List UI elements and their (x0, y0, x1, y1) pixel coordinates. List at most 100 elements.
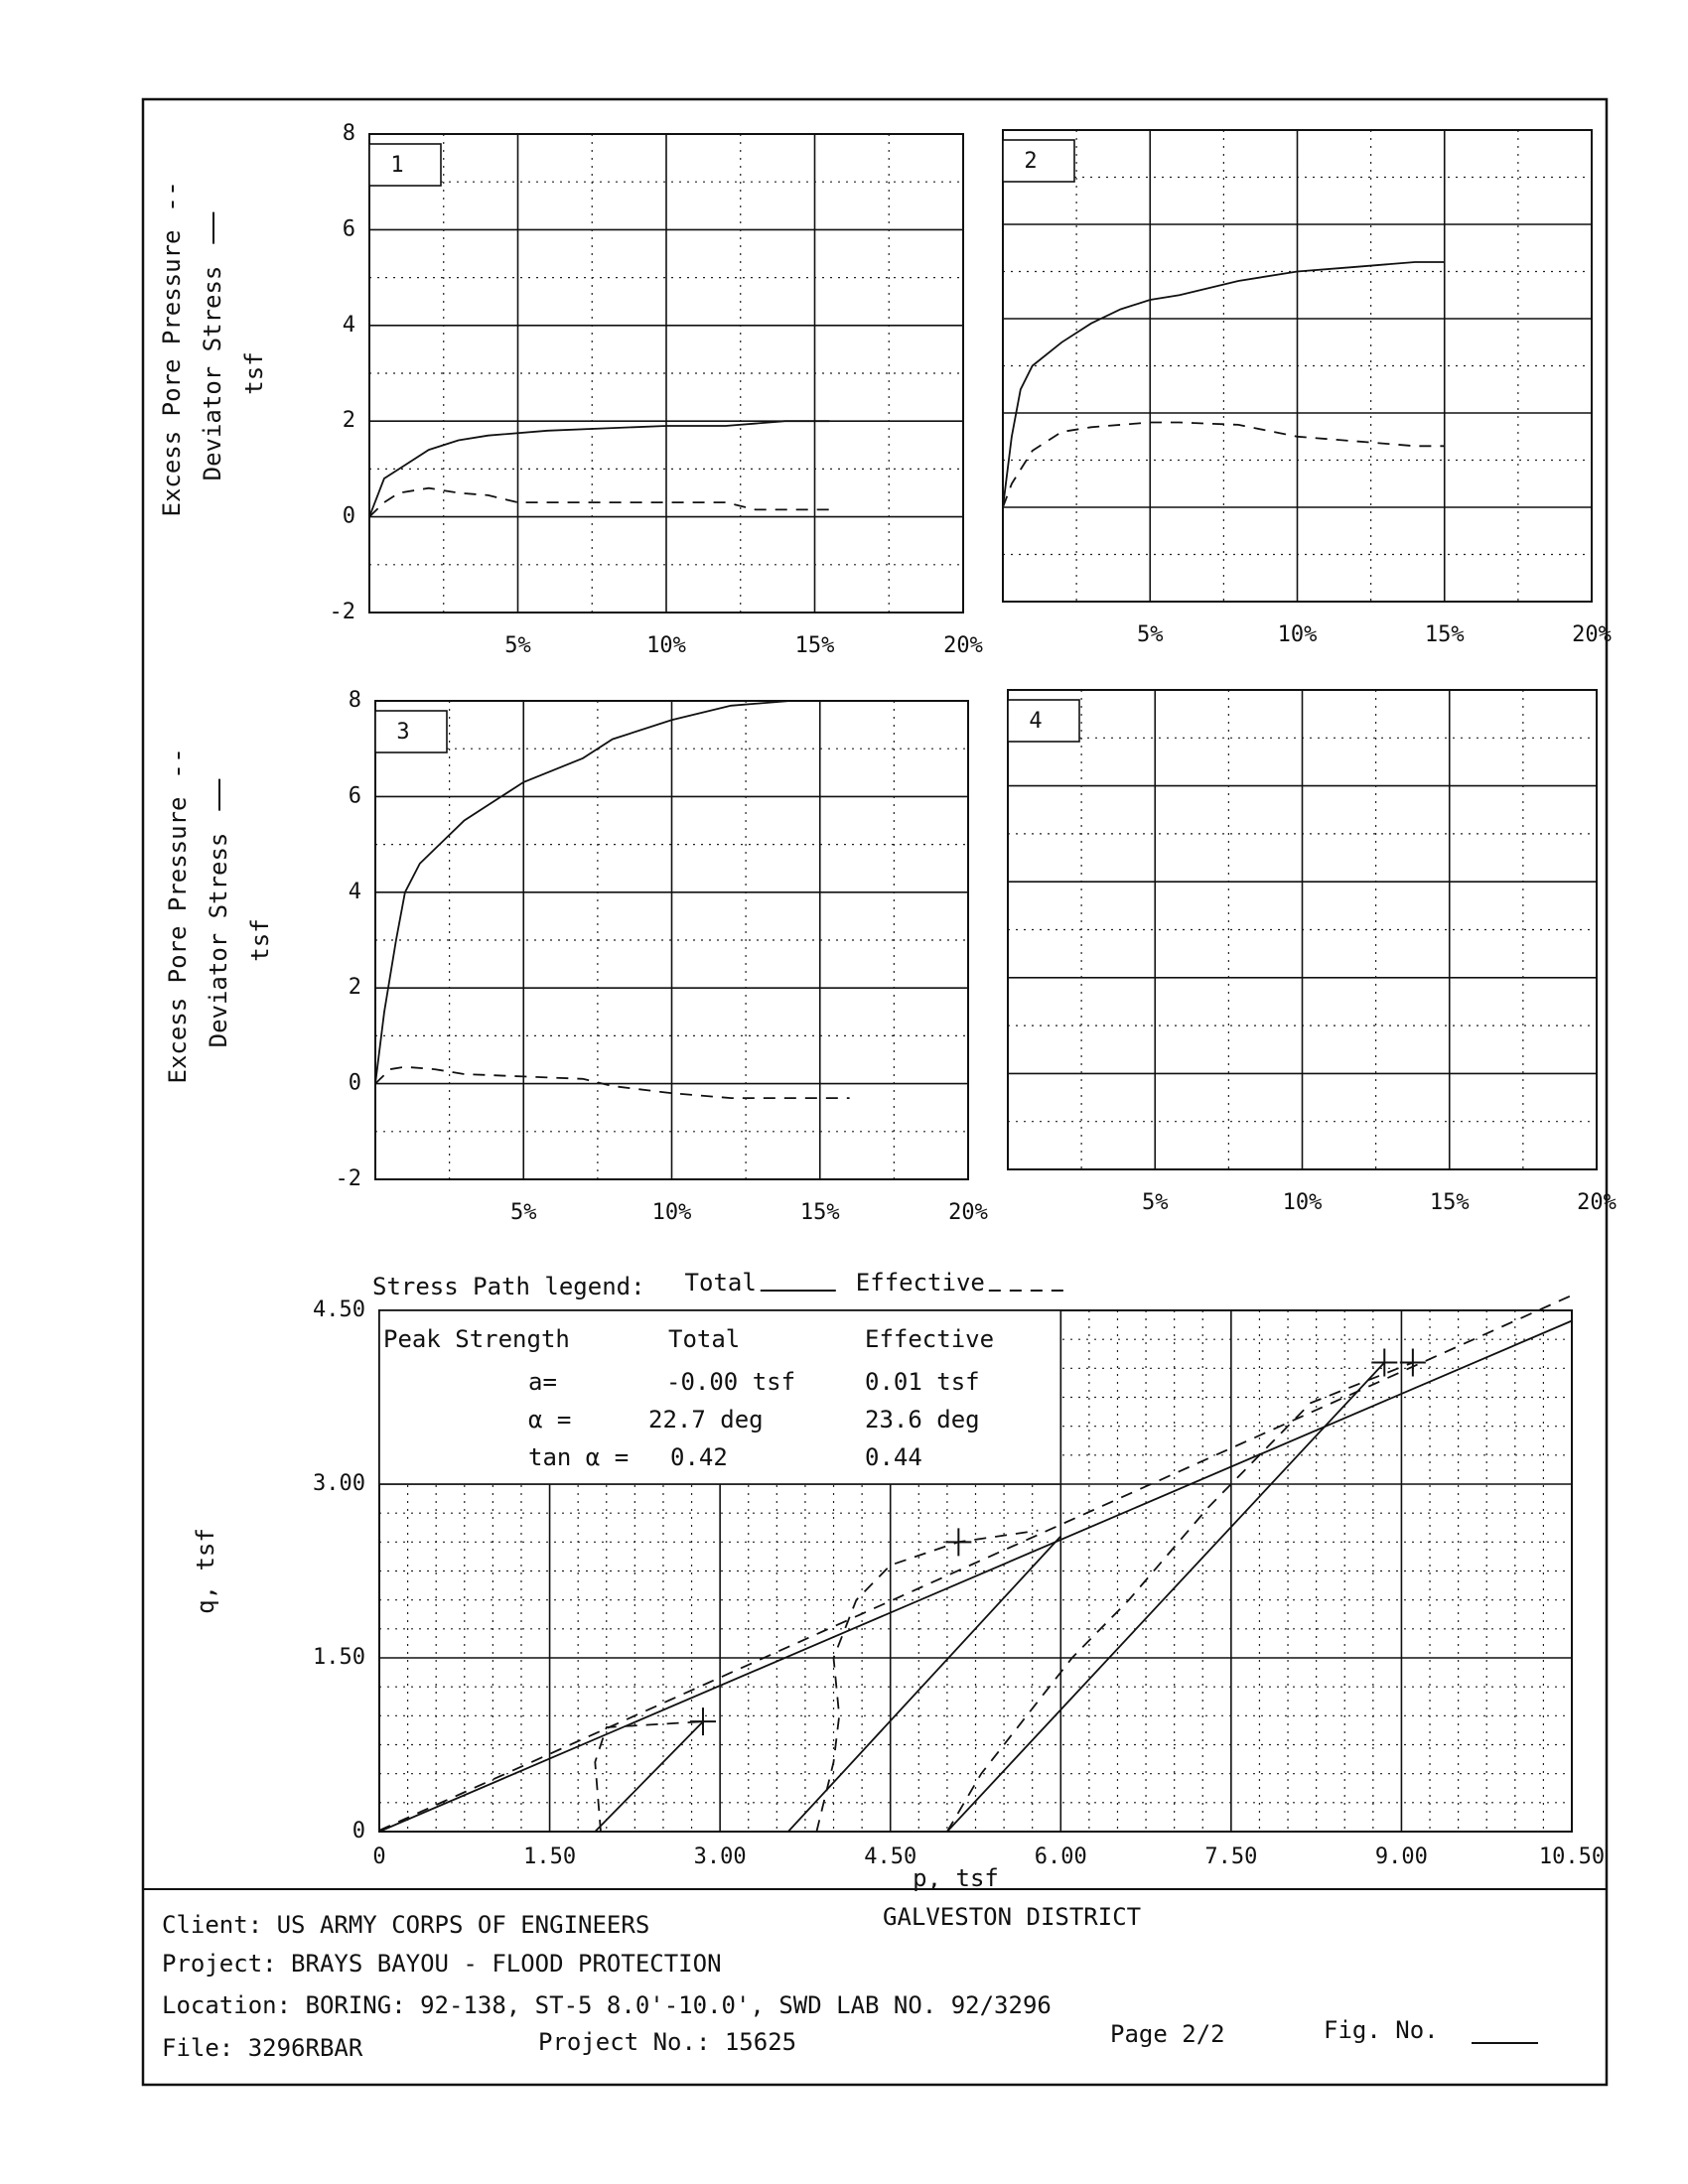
solid-line (787, 1535, 1061, 1833)
x-axis-label: p, tsf (913, 1864, 999, 1892)
panel-label-box (1007, 699, 1080, 743)
plot-frame (374, 700, 969, 1180)
y-tick-label: 4.50 (313, 1297, 365, 1322)
panel-label: 3 (396, 720, 409, 745)
file: File: 3296RBAR (162, 2034, 363, 2062)
panel-label: 2 (1024, 149, 1037, 174)
x-tick-label: 10% (1283, 1190, 1323, 1215)
table-header: Effective (865, 1325, 994, 1353)
y-tick-label: 6 (343, 216, 355, 241)
x-tick-label: 0 (372, 1844, 385, 1869)
peak-marker (1399, 1348, 1426, 1377)
table-cell: 23.6 deg (865, 1406, 980, 1433)
y-tick-label: 0 (343, 504, 355, 529)
x-tick-label: 5% (504, 633, 531, 658)
x-tick-label: 10% (646, 633, 686, 658)
district: GALVESTON DISTRICT (883, 1903, 1141, 1931)
x-tick-label: 20% (943, 633, 983, 658)
y-axis-label: Deviator Stress (205, 833, 232, 1048)
x-tick-label: 15% (1425, 622, 1465, 647)
x-tick-label: 10.50 (1539, 1844, 1605, 1869)
x-tick-label: 20% (1577, 1190, 1617, 1215)
panel-label-box (368, 143, 442, 187)
plot-frame (1007, 689, 1598, 1170)
legend-title: Stress Path legend: (372, 1273, 645, 1300)
dashed-line (946, 1361, 1414, 1833)
x-tick-label: 15% (795, 633, 835, 658)
table-cell: a= (528, 1368, 557, 1396)
dashed-line (368, 486, 830, 518)
legend-entry: Effective (856, 1269, 985, 1297)
y-tick-label: 8 (343, 121, 355, 146)
x-tick-label: 15% (1430, 1190, 1470, 1215)
panel-label-box (1002, 139, 1075, 183)
figure-number: Fig. No. (1324, 2016, 1439, 2044)
peak-marker (1371, 1348, 1398, 1377)
y-axis-label: q, tsf (192, 1528, 219, 1614)
table-header: Peak Strength (383, 1325, 570, 1353)
x-tick-label: 7.50 (1204, 1844, 1257, 1869)
plot-frame (368, 133, 964, 614)
x-tick-label: 1.50 (523, 1844, 576, 1869)
solid-line (946, 1361, 1385, 1833)
dashed-line (378, 1294, 1573, 1832)
y-tick-label: 1.50 (313, 1645, 365, 1670)
dashed-line (594, 1720, 704, 1833)
y-tick-label: 6 (349, 783, 361, 808)
x-tick-label: 15% (800, 1200, 840, 1225)
x-tick-label: 10% (1278, 622, 1318, 647)
x-tick-label: 10% (652, 1200, 692, 1225)
x-tick-label: 9.00 (1375, 1844, 1428, 1869)
y-tick-label: 4 (343, 313, 355, 338)
client: Client: US ARMY CORPS OF ENGINEERS (162, 1911, 649, 1939)
table-cell: tan α = (528, 1443, 629, 1471)
x-tick-label: 6.00 (1035, 1844, 1087, 1869)
x-tick-label: 5% (1137, 622, 1164, 647)
y-axis-label: tsf (240, 351, 268, 394)
table-header: Total (668, 1325, 740, 1353)
y-tick-label: 0 (352, 1819, 365, 1843)
y-tick-label: 3.00 (313, 1471, 365, 1496)
strength-table-box (378, 1309, 1062, 1485)
dashed-line (1002, 421, 1445, 508)
y-axis-label: Deviator Stress (199, 266, 226, 481)
y-axis-label: tsf (246, 918, 274, 961)
x-tick-label: 3.00 (694, 1844, 747, 1869)
table-cell: α = (528, 1406, 571, 1433)
x-tick-label: 20% (1572, 622, 1612, 647)
legend-entry: Total (685, 1269, 757, 1297)
y-tick-label: -2 (330, 600, 356, 624)
panel-label-box (374, 710, 448, 753)
dashed-line (374, 1065, 850, 1099)
solid-line (378, 1319, 1573, 1833)
peak-marker (945, 1528, 972, 1557)
y-tick-label: 0 (349, 1071, 361, 1096)
y-tick-label: 8 (349, 688, 361, 713)
table-cell: -0.00 tsf (666, 1368, 795, 1396)
x-tick-label: 4.50 (864, 1844, 916, 1869)
location: Location: BORING: 92-138, ST-5 8.0'-10.0… (162, 1991, 1052, 2019)
table-cell: 0.42 (670, 1443, 728, 1471)
y-tick-label: 2 (343, 408, 355, 433)
page-number: Page 2/2 (1110, 2020, 1225, 2048)
page-frame (141, 97, 1609, 2087)
y-tick-label: 2 (349, 975, 361, 1000)
y-axis-label: Excess Pore Pressure (164, 797, 192, 1084)
solid-line (374, 700, 820, 1084)
solid-line (594, 1720, 704, 1833)
panel-label: 1 (390, 153, 403, 178)
plot-frame (1002, 129, 1593, 603)
y-axis-label: Excess Pore Pressure (158, 230, 186, 517)
x-tick-label: 5% (1142, 1190, 1169, 1215)
project: Project: BRAYS BAYOU - FLOOD PROTECTION (162, 1950, 722, 1978)
x-tick-label: 5% (510, 1200, 537, 1225)
solid-line (1002, 261, 1445, 508)
peak-marker (689, 1707, 716, 1736)
solid-line (368, 420, 830, 517)
y-tick-label: -2 (336, 1166, 362, 1191)
project-number: Project No.: 15625 (538, 2028, 796, 2056)
y-tick-label: 4 (349, 880, 361, 904)
table-cell: 22.7 deg (648, 1406, 764, 1433)
x-tick-label: 20% (948, 1200, 988, 1225)
